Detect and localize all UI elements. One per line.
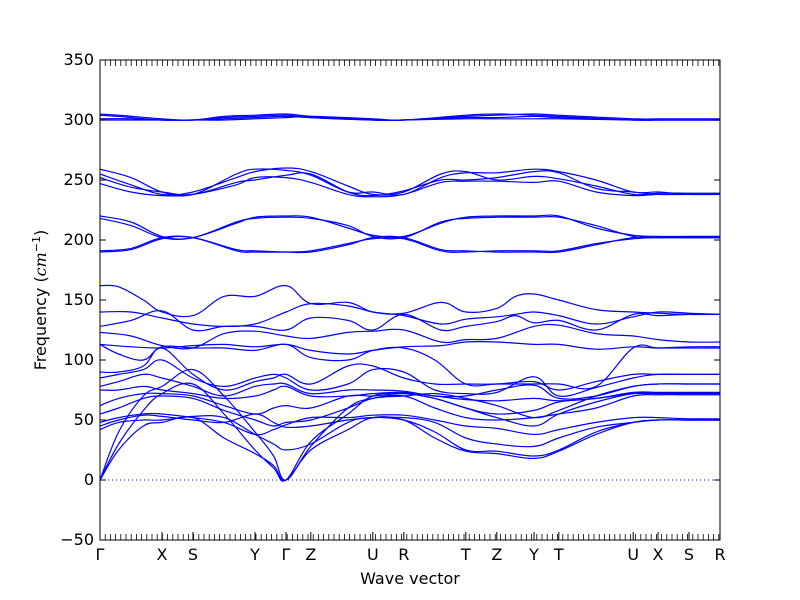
x-tick-label: Y: [528, 545, 539, 564]
band-line-9: [100, 215, 720, 240]
y-tick-label: 300: [63, 110, 94, 129]
x-tick-label: U: [367, 545, 379, 564]
band-line-28: [100, 416, 720, 481]
x-tick-label: S: [188, 545, 198, 564]
band-line-25: [100, 412, 720, 436]
y-tick-label: 350: [63, 50, 94, 69]
y-tick-label: 100: [63, 350, 94, 369]
y-tick-label: −50: [60, 530, 94, 549]
x-tick-label: Y: [249, 545, 260, 564]
y-tick-label: 150: [63, 290, 94, 309]
band-series-group: [100, 113, 720, 482]
x-tick-label: S: [684, 545, 694, 564]
band-line-11: [100, 235, 720, 254]
y-axis-unit-base: cm: [31, 252, 50, 276]
band-line-30: [100, 368, 720, 481]
band-line-8: [100, 176, 720, 198]
y-tick-label: 0: [84, 470, 94, 489]
y-axis-label-close: ): [31, 230, 50, 236]
y-tick-label: 250: [63, 170, 94, 189]
band-line-14: [100, 302, 720, 328]
x-tick-label: R: [714, 545, 725, 564]
band-line-13: [100, 284, 720, 318]
x-tick-label: Z: [305, 545, 316, 564]
x-axis-label: Wave vector: [360, 569, 460, 588]
band-line-29: [100, 382, 720, 482]
band-line-10: [100, 214, 720, 240]
band-line-27: [100, 415, 720, 457]
band-line-19: [100, 347, 720, 391]
band-line-17: [100, 340, 720, 355]
band-line-20: [100, 359, 720, 397]
band-line-23: [100, 392, 720, 415]
x-tick-label: X: [157, 545, 168, 564]
y-axis-label: Frequency (cm−1): [30, 230, 50, 371]
band-line-15: [100, 310, 720, 332]
band-line-4: [100, 115, 720, 121]
x-tick-label: X: [653, 545, 664, 564]
band-line-26: [100, 413, 720, 448]
band-line-6: [100, 167, 720, 196]
x-tick-label: U: [627, 545, 639, 564]
plot-frame: [99, 59, 721, 541]
x-tick-label: Z: [491, 545, 502, 564]
band-line-18: [100, 343, 720, 390]
y-tick-label: 200: [63, 230, 94, 249]
y-tick-label: 50: [74, 410, 94, 429]
x-tick-label: T: [553, 545, 564, 564]
x-tick-label: T: [460, 545, 471, 564]
x-tick-label: Γ: [96, 545, 105, 564]
y-axis-label-text: Frequency (: [31, 276, 50, 370]
band-line-12: [100, 235, 720, 253]
x-tick-label: R: [398, 545, 409, 564]
y-axis-unit-exponent: −1: [30, 236, 43, 252]
x-tick-label: Γ: [282, 545, 291, 564]
